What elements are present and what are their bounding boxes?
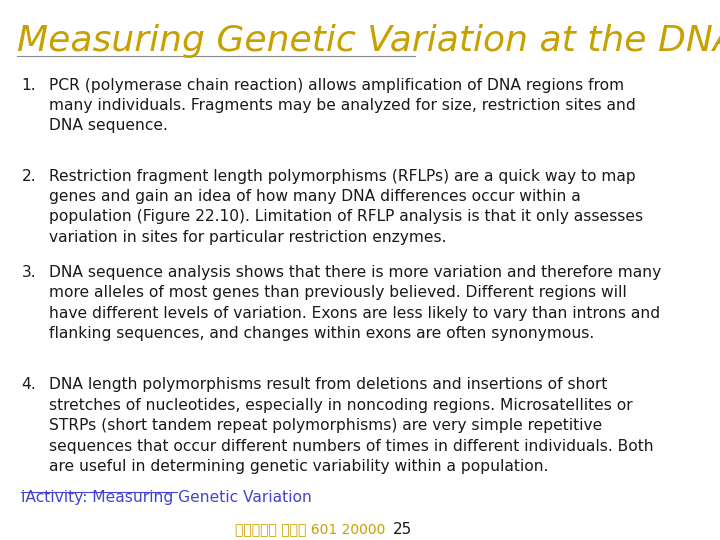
Text: 2.: 2. (22, 168, 36, 184)
Text: PCR (polymerase chain reaction) allows amplification of DNA regions from
many in: PCR (polymerase chain reaction) allows a… (49, 78, 636, 133)
Text: 台大農艺系 邁傳學 601 20000: 台大農艺系 邁傳學 601 20000 (235, 522, 385, 536)
Text: 3.: 3. (22, 265, 36, 280)
Text: Restriction fragment length polymorphisms (RFLPs) are a quick way to map
genes a: Restriction fragment length polymorphism… (49, 168, 643, 245)
Text: DNA length polymorphisms result from deletions and insertions of short
stretches: DNA length polymorphisms result from del… (49, 377, 654, 474)
Text: DNA sequence analysis shows that there is more variation and therefore many
more: DNA sequence analysis shows that there i… (49, 265, 662, 341)
Text: 1.: 1. (22, 78, 36, 93)
Text: iActivity: Measuring Genetic Variation: iActivity: Measuring Genetic Variation (22, 490, 312, 505)
Text: 25: 25 (393, 522, 413, 537)
Text: 4.: 4. (22, 377, 36, 393)
Text: Measuring Genetic Variation at the DNA Level: Measuring Genetic Variation at the DNA L… (17, 24, 720, 58)
